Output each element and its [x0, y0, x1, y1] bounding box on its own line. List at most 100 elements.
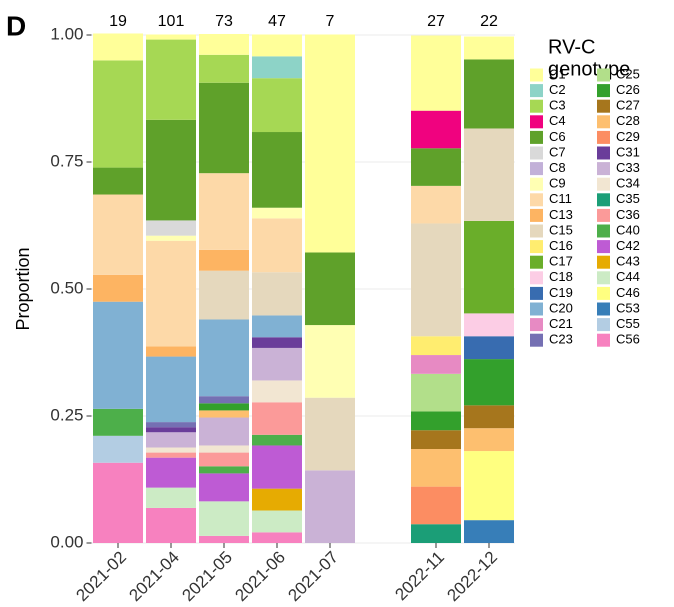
legend-swatch: [530, 333, 543, 347]
legend-label: C9: [549, 176, 566, 191]
legend-label: C26: [616, 82, 640, 97]
legend-label: C20: [549, 300, 573, 315]
legend-swatch: [530, 302, 543, 316]
legend-label: C34: [616, 176, 640, 191]
bar-segment: [411, 336, 461, 356]
bar-segment: [146, 240, 196, 347]
legend-swatch: [530, 286, 543, 300]
legend-swatch: [530, 271, 543, 285]
legend-label: C11: [549, 191, 572, 206]
legend-label: C6: [549, 129, 566, 144]
legend-title: RV-C: [548, 36, 595, 58]
bar-segment: [93, 462, 143, 543]
bar-segment: [146, 220, 196, 236]
bar-segment: [146, 487, 196, 508]
bar-segment: [146, 346, 196, 357]
legend-label: C44: [616, 269, 640, 284]
y-axis-label: Proportion: [13, 247, 33, 330]
bar-segment: [411, 486, 461, 525]
bar-segment: [411, 110, 461, 149]
legend-swatch: [597, 84, 610, 98]
bar-segment: [146, 452, 196, 458]
legend-label: C56: [616, 332, 640, 347]
legend-label: C42: [616, 238, 640, 253]
bar-segment: [411, 185, 461, 224]
legend-label: C28: [616, 113, 640, 128]
bar-segment: [199, 249, 249, 271]
bar-segment: [464, 428, 514, 452]
legend-swatch: [530, 208, 543, 222]
bar-segment: [252, 337, 302, 348]
legend-label: C4: [549, 113, 566, 128]
bar-segment: [252, 315, 302, 338]
bar-segment: [199, 82, 249, 174]
bar-segment: [146, 447, 196, 453]
legend-swatch: [597, 224, 610, 238]
count-label: 7: [326, 13, 335, 30]
bar-segment: [252, 272, 302, 316]
bar-segment: [146, 427, 196, 433]
bar-segment: [93, 33, 143, 61]
y-tick-label: 0.00: [50, 532, 83, 551]
legend-label: C1: [549, 66, 566, 81]
y-tick-label: 0.50: [50, 278, 83, 297]
bar-segment: [199, 403, 249, 411]
legend-swatch: [597, 302, 610, 316]
bar-segment: [464, 520, 514, 543]
bar-segment: [464, 59, 514, 129]
bar-segment: [199, 473, 249, 502]
legend-label: C35: [616, 191, 640, 206]
bar-segment: [411, 373, 461, 412]
bar-segment: [146, 432, 196, 448]
x-tick-label: 2022-11: [391, 548, 448, 605]
legend-label: C3: [549, 98, 566, 113]
legend-swatch: [530, 68, 543, 82]
legend-swatch: [597, 333, 610, 347]
bar-segment: [93, 274, 143, 302]
legend-label: C46: [616, 285, 640, 300]
legend-label: C17: [549, 254, 573, 269]
legend-label: C29: [616, 129, 640, 144]
legend-swatch: [597, 271, 610, 285]
bar-segment: [252, 132, 302, 208]
bar-segment: [199, 33, 249, 55]
bar-segment: [411, 223, 461, 337]
legend-label: C2: [549, 82, 566, 97]
legend-swatch: [530, 84, 543, 98]
bar-segment: [93, 408, 143, 436]
bar-segment: [199, 445, 249, 453]
bar-segment: [464, 359, 514, 406]
bar-segment: [93, 167, 143, 195]
x-tick-label: 2021-06: [231, 548, 289, 606]
bar-segment: [252, 347, 302, 381]
legend-label: C7: [549, 144, 566, 159]
legend-label: C27: [616, 98, 640, 113]
bar-segment: [146, 39, 196, 120]
legend-label: C23: [549, 332, 573, 347]
count-label: 27: [427, 13, 445, 30]
bar-segment: [93, 435, 143, 463]
legend-label: C36: [616, 207, 640, 222]
legend-swatch: [530, 240, 543, 254]
bar-segment: [305, 397, 355, 471]
x-tick-label: 2021-04: [125, 548, 183, 606]
legend-swatch: [597, 193, 610, 207]
bar-segment: [93, 60, 143, 168]
x-tick-label: 2021-02: [72, 548, 130, 606]
bar-segment: [252, 434, 302, 446]
legend-label: C16: [549, 238, 573, 253]
legend-swatch: [530, 99, 543, 113]
bar-segment: [305, 470, 355, 543]
bar-segment: [252, 380, 302, 403]
legend-swatch: [597, 68, 610, 82]
legend-swatch: [530, 130, 543, 144]
legend-label: C31: [616, 144, 640, 159]
legend-swatch: [530, 115, 543, 129]
legend-swatch: [530, 177, 543, 191]
legend-label: C19: [549, 285, 573, 300]
bar-segment: [146, 457, 196, 488]
bar-segment: [252, 402, 302, 435]
count-label: 19: [109, 13, 127, 30]
bar-segment: [146, 235, 196, 241]
legend-label: C55: [616, 316, 640, 331]
